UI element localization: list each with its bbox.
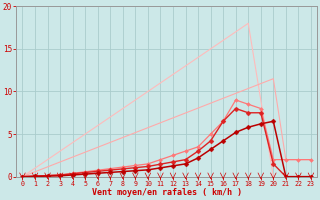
- X-axis label: Vent moyen/en rafales ( km/h ): Vent moyen/en rafales ( km/h ): [92, 188, 242, 197]
